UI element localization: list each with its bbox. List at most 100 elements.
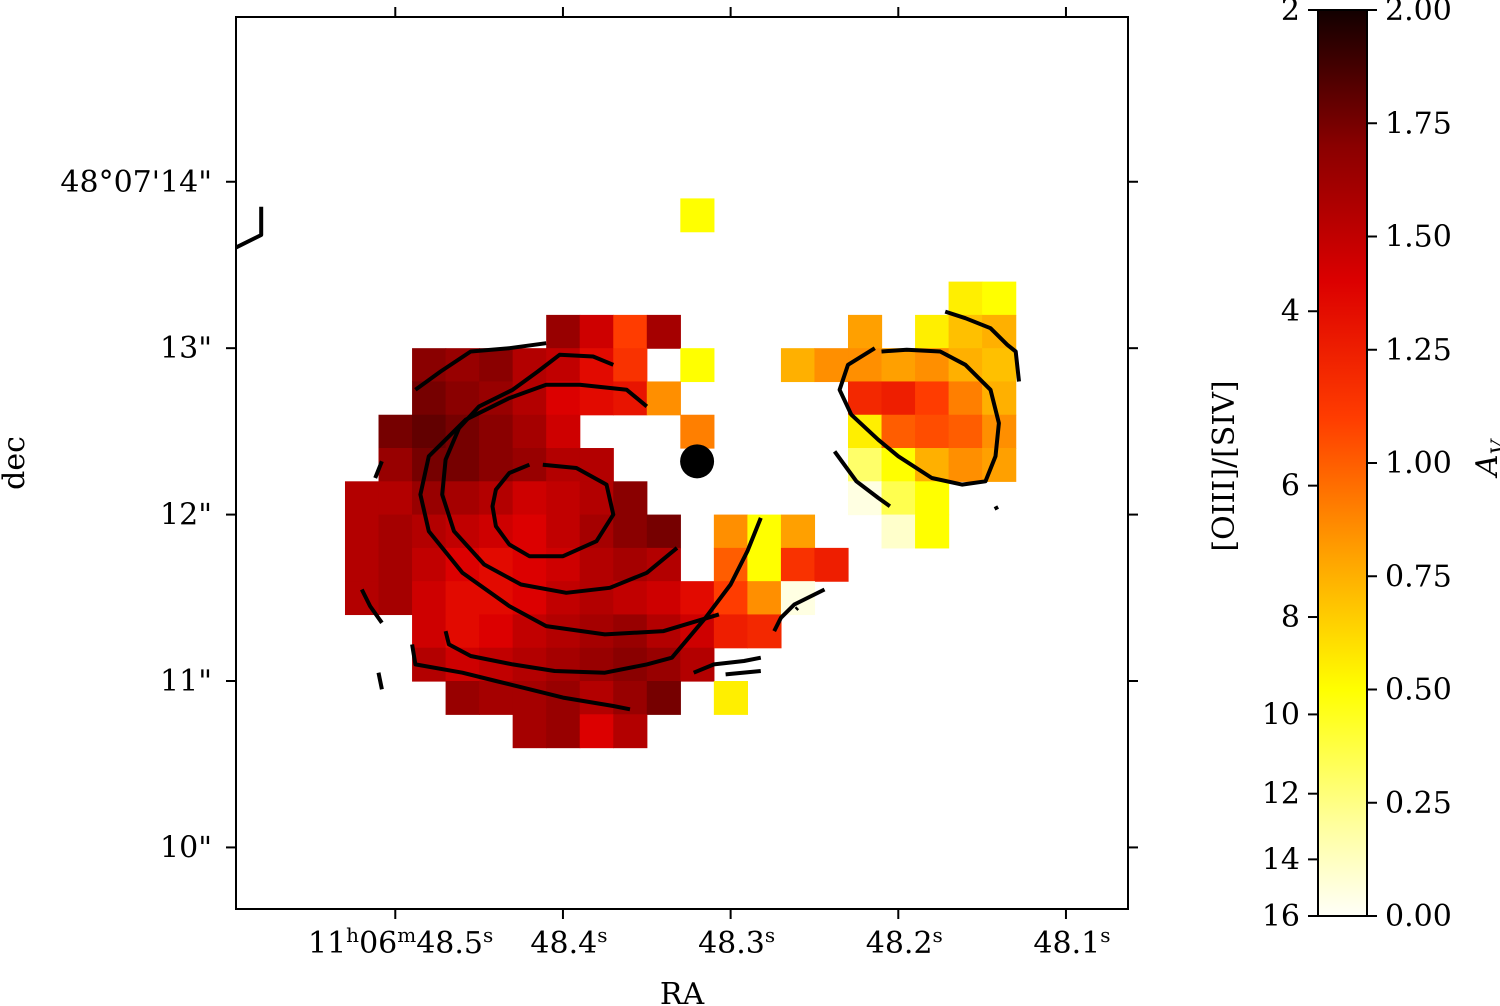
pixel-30 xyxy=(445,448,480,482)
pixel-67 xyxy=(445,581,480,616)
pixel-53 xyxy=(646,514,681,549)
pixel-132 xyxy=(915,381,950,416)
pixel-78 xyxy=(512,614,547,649)
pixel-0 xyxy=(680,198,715,233)
cbar-sec-tick-label-2: 6 xyxy=(1281,469,1300,504)
pixel-130 xyxy=(847,381,883,416)
cbar-tick-label-4: 1.00 xyxy=(1385,446,1452,481)
pixel-41 xyxy=(546,481,581,516)
contour-5 xyxy=(410,644,631,712)
plot-frame xyxy=(235,16,1129,910)
x-tick-label-0: 11h06m48.5s xyxy=(308,923,493,961)
pixel-137 xyxy=(915,414,950,449)
cbar-tick-label-8: 0.00 xyxy=(1385,899,1452,934)
pixel-36 xyxy=(378,481,413,516)
pixel-143 xyxy=(948,448,983,482)
pixel-104 xyxy=(613,714,648,749)
pixel-32 xyxy=(512,448,547,482)
pixel-108 xyxy=(713,547,748,582)
pixel-121 xyxy=(948,314,983,349)
nucleus-marker xyxy=(680,444,715,479)
pixel-70 xyxy=(546,581,581,616)
contour-16 xyxy=(993,505,999,511)
colorbar-label: AV xyxy=(1470,437,1500,479)
contour-10 xyxy=(725,669,761,677)
pixel-89 xyxy=(579,647,614,682)
pixel-35 xyxy=(344,481,380,516)
cbar-sec-tick-label-1: 4 xyxy=(1281,294,1300,329)
pixel-26 xyxy=(546,414,581,449)
contour-2 xyxy=(414,341,547,392)
pixel-98 xyxy=(613,681,648,715)
pixel-147 xyxy=(915,481,950,516)
y-tick-label-0: 48°07'14" xyxy=(60,165,212,200)
cbar-sec-tick-label-0: 2 xyxy=(1281,0,1300,28)
pixel-111 xyxy=(814,547,849,582)
pixel-101 xyxy=(512,714,547,749)
pixel-77 xyxy=(479,614,514,649)
pixel-109 xyxy=(747,547,782,582)
y-tick-label-3: 11" xyxy=(160,664,212,699)
pixel-100 xyxy=(713,681,748,715)
pixel-146 xyxy=(881,481,916,516)
colorbar-label-main: A xyxy=(1470,454,1500,479)
contour-11 xyxy=(772,587,826,632)
pixel-3 xyxy=(613,314,648,349)
pixel-93 xyxy=(445,681,480,715)
pixel-20 xyxy=(646,381,681,416)
y-axis-label: dec xyxy=(0,436,32,490)
pixel-63 xyxy=(646,547,681,582)
pixel-49 xyxy=(512,514,547,549)
pixel-72 xyxy=(613,581,648,616)
pixel-61 xyxy=(579,547,614,582)
pixel-29 xyxy=(412,448,447,482)
pixel-88 xyxy=(546,647,581,682)
contour-9 xyxy=(692,655,762,675)
pixel-118 xyxy=(982,281,1017,316)
pixel-19 xyxy=(613,381,648,416)
contour-3 xyxy=(418,382,720,637)
pixel-74 xyxy=(680,581,715,616)
pixel-148 xyxy=(881,514,916,549)
pixel-54 xyxy=(344,547,380,582)
pixel-28 xyxy=(378,448,413,482)
pixel-2 xyxy=(579,314,614,349)
pixel-138 xyxy=(948,414,983,449)
colorbar-ticks: 2.00 1.75 1.50 1.25 1.00 0.75 0.50 0.25 0.00 xyxy=(1367,0,1452,934)
y-tick-label-4: 10" xyxy=(160,830,212,865)
pixel-38 xyxy=(445,481,480,516)
pixel-110 xyxy=(780,547,816,582)
pixel-124 xyxy=(881,348,916,383)
pixel-50 xyxy=(546,514,581,549)
x-axis-label: RA xyxy=(660,977,705,1006)
pixel-94 xyxy=(479,681,514,715)
cbar-tick-label-7: 0.25 xyxy=(1385,786,1452,821)
pixel-10 xyxy=(579,348,614,383)
pixel-136 xyxy=(881,414,916,449)
pixel-106 xyxy=(747,514,782,549)
pixel-7 xyxy=(479,348,514,383)
colorbar-secondary-label: [OIII]/[SIV] xyxy=(1207,380,1242,551)
pixel-116 xyxy=(747,614,782,649)
y-tick-label-1: 13" xyxy=(160,331,212,366)
pixel-73 xyxy=(646,581,681,616)
colorbar-secondary-ticks: 2 4 6 8 10 12 14 16 xyxy=(1262,0,1318,934)
contour-6 xyxy=(443,517,763,675)
pixel-117 xyxy=(948,281,983,316)
colorbar-label-sub: V xyxy=(1486,437,1500,454)
colorbar xyxy=(1317,9,1368,917)
contour-4 xyxy=(360,588,384,624)
pixel-76 xyxy=(445,614,480,649)
pixel-60 xyxy=(546,547,581,582)
cbar-tick-label-5: 0.75 xyxy=(1385,559,1452,594)
cbar-sec-tick-label-3: 8 xyxy=(1281,600,1300,635)
x-tick-label-1: 48.4s xyxy=(530,923,607,961)
pixel-75 xyxy=(412,614,447,649)
cbar-tick-label-0: 2.00 xyxy=(1385,0,1452,28)
pixel-103 xyxy=(579,714,614,749)
pixel-43 xyxy=(613,481,648,516)
x-tick-label-3: 48.2s xyxy=(866,923,943,961)
contour-15 xyxy=(944,309,1021,382)
pixel-44 xyxy=(344,514,380,549)
